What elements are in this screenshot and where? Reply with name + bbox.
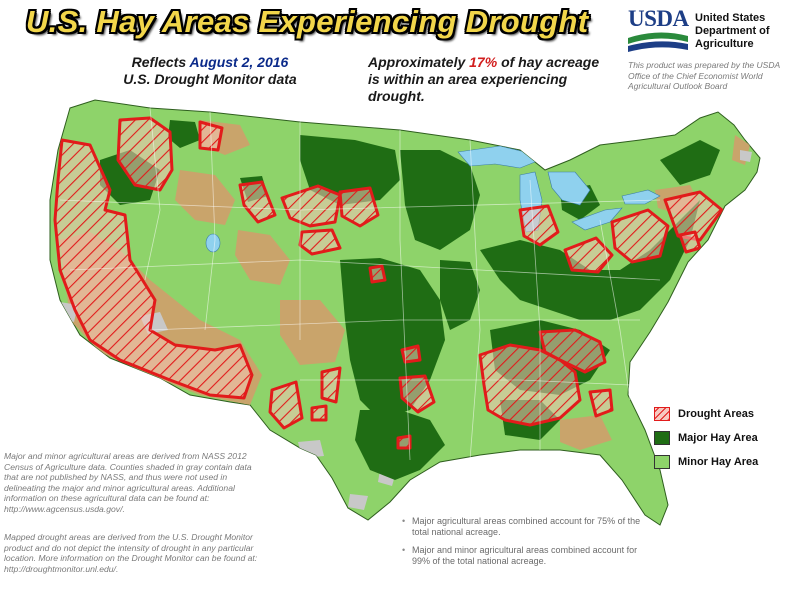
- map-title: U.S. Hay Areas Experiencing Drought: [26, 4, 589, 39]
- legend-label-minor-hay: Minor Hay Area: [678, 456, 759, 468]
- usda-logo-green-swoosh: [628, 32, 688, 44]
- reflects-label: Reflects: [131, 54, 187, 70]
- bullet-item: • Major agricultural areas combined acco…: [402, 516, 642, 538]
- bullet-text: Major agricultural areas combined accoun…: [412, 516, 641, 537]
- great-salt-lake: [205, 233, 221, 253]
- legend-label-drought: Drought Areas: [678, 408, 754, 420]
- stat-suffix: of hay acreage is within an area experie…: [368, 54, 600, 104]
- bullet-text: Major and minor agricultural areas combi…: [412, 545, 638, 566]
- stat-prefix: Approximately: [368, 54, 466, 70]
- stat-percent: 17%: [469, 54, 498, 70]
- census-data-note: Major and minor agricultural areas are d…: [4, 451, 252, 514]
- legend-item-major-hay: Major Hay Area: [654, 426, 794, 450]
- bullet-item: • Major and minor agricultural areas com…: [402, 545, 642, 567]
- usda-logo: [628, 32, 688, 52]
- drought-stat: Approximately 17% of hay acreage is with…: [368, 54, 608, 105]
- map-legend: Drought Areas Major Hay Area Minor Hay A…: [654, 402, 794, 474]
- acreage-bullets: • Major agricultural areas combined acco…: [402, 516, 642, 574]
- legend-label-major-hay: Major Hay Area: [678, 432, 758, 444]
- bullet-dot-icon: •: [402, 545, 406, 555]
- credit-note: This product was prepared by the USDA Of…: [628, 60, 780, 91]
- dark-green-swatch-icon: [654, 431, 670, 445]
- reflects-date: August 2, 2016: [189, 54, 289, 70]
- agency-name-line2: Department of: [695, 25, 770, 37]
- agency-name-line3: Agriculture: [695, 38, 754, 50]
- source-label: U.S. Drought Monitor data: [123, 71, 297, 87]
- agency-name: United States Department of Agriculture: [695, 12, 795, 51]
- legend-item-drought: Drought Areas: [654, 402, 794, 426]
- data-reference: Reflects August 2, 2016 U.S. Drought Mon…: [110, 54, 310, 88]
- bullet-dot-icon: •: [402, 516, 406, 526]
- agency-name-line1: United States: [695, 12, 766, 24]
- legend-item-minor-hay: Minor Hay Area: [654, 450, 794, 474]
- usda-logo-text: USDA: [628, 6, 689, 31]
- hatched-red-swatch-icon: [654, 407, 670, 421]
- drought-areas: [53, 116, 724, 450]
- light-green-swatch-icon: [654, 455, 670, 469]
- drought-monitor-note: Mapped drought areas are derived from th…: [4, 532, 258, 574]
- reflects-line: Reflects August 2, 2016: [110, 54, 310, 71]
- usda-logo-blue-swoosh: [628, 41, 688, 52]
- state-borders: [59, 107, 661, 461]
